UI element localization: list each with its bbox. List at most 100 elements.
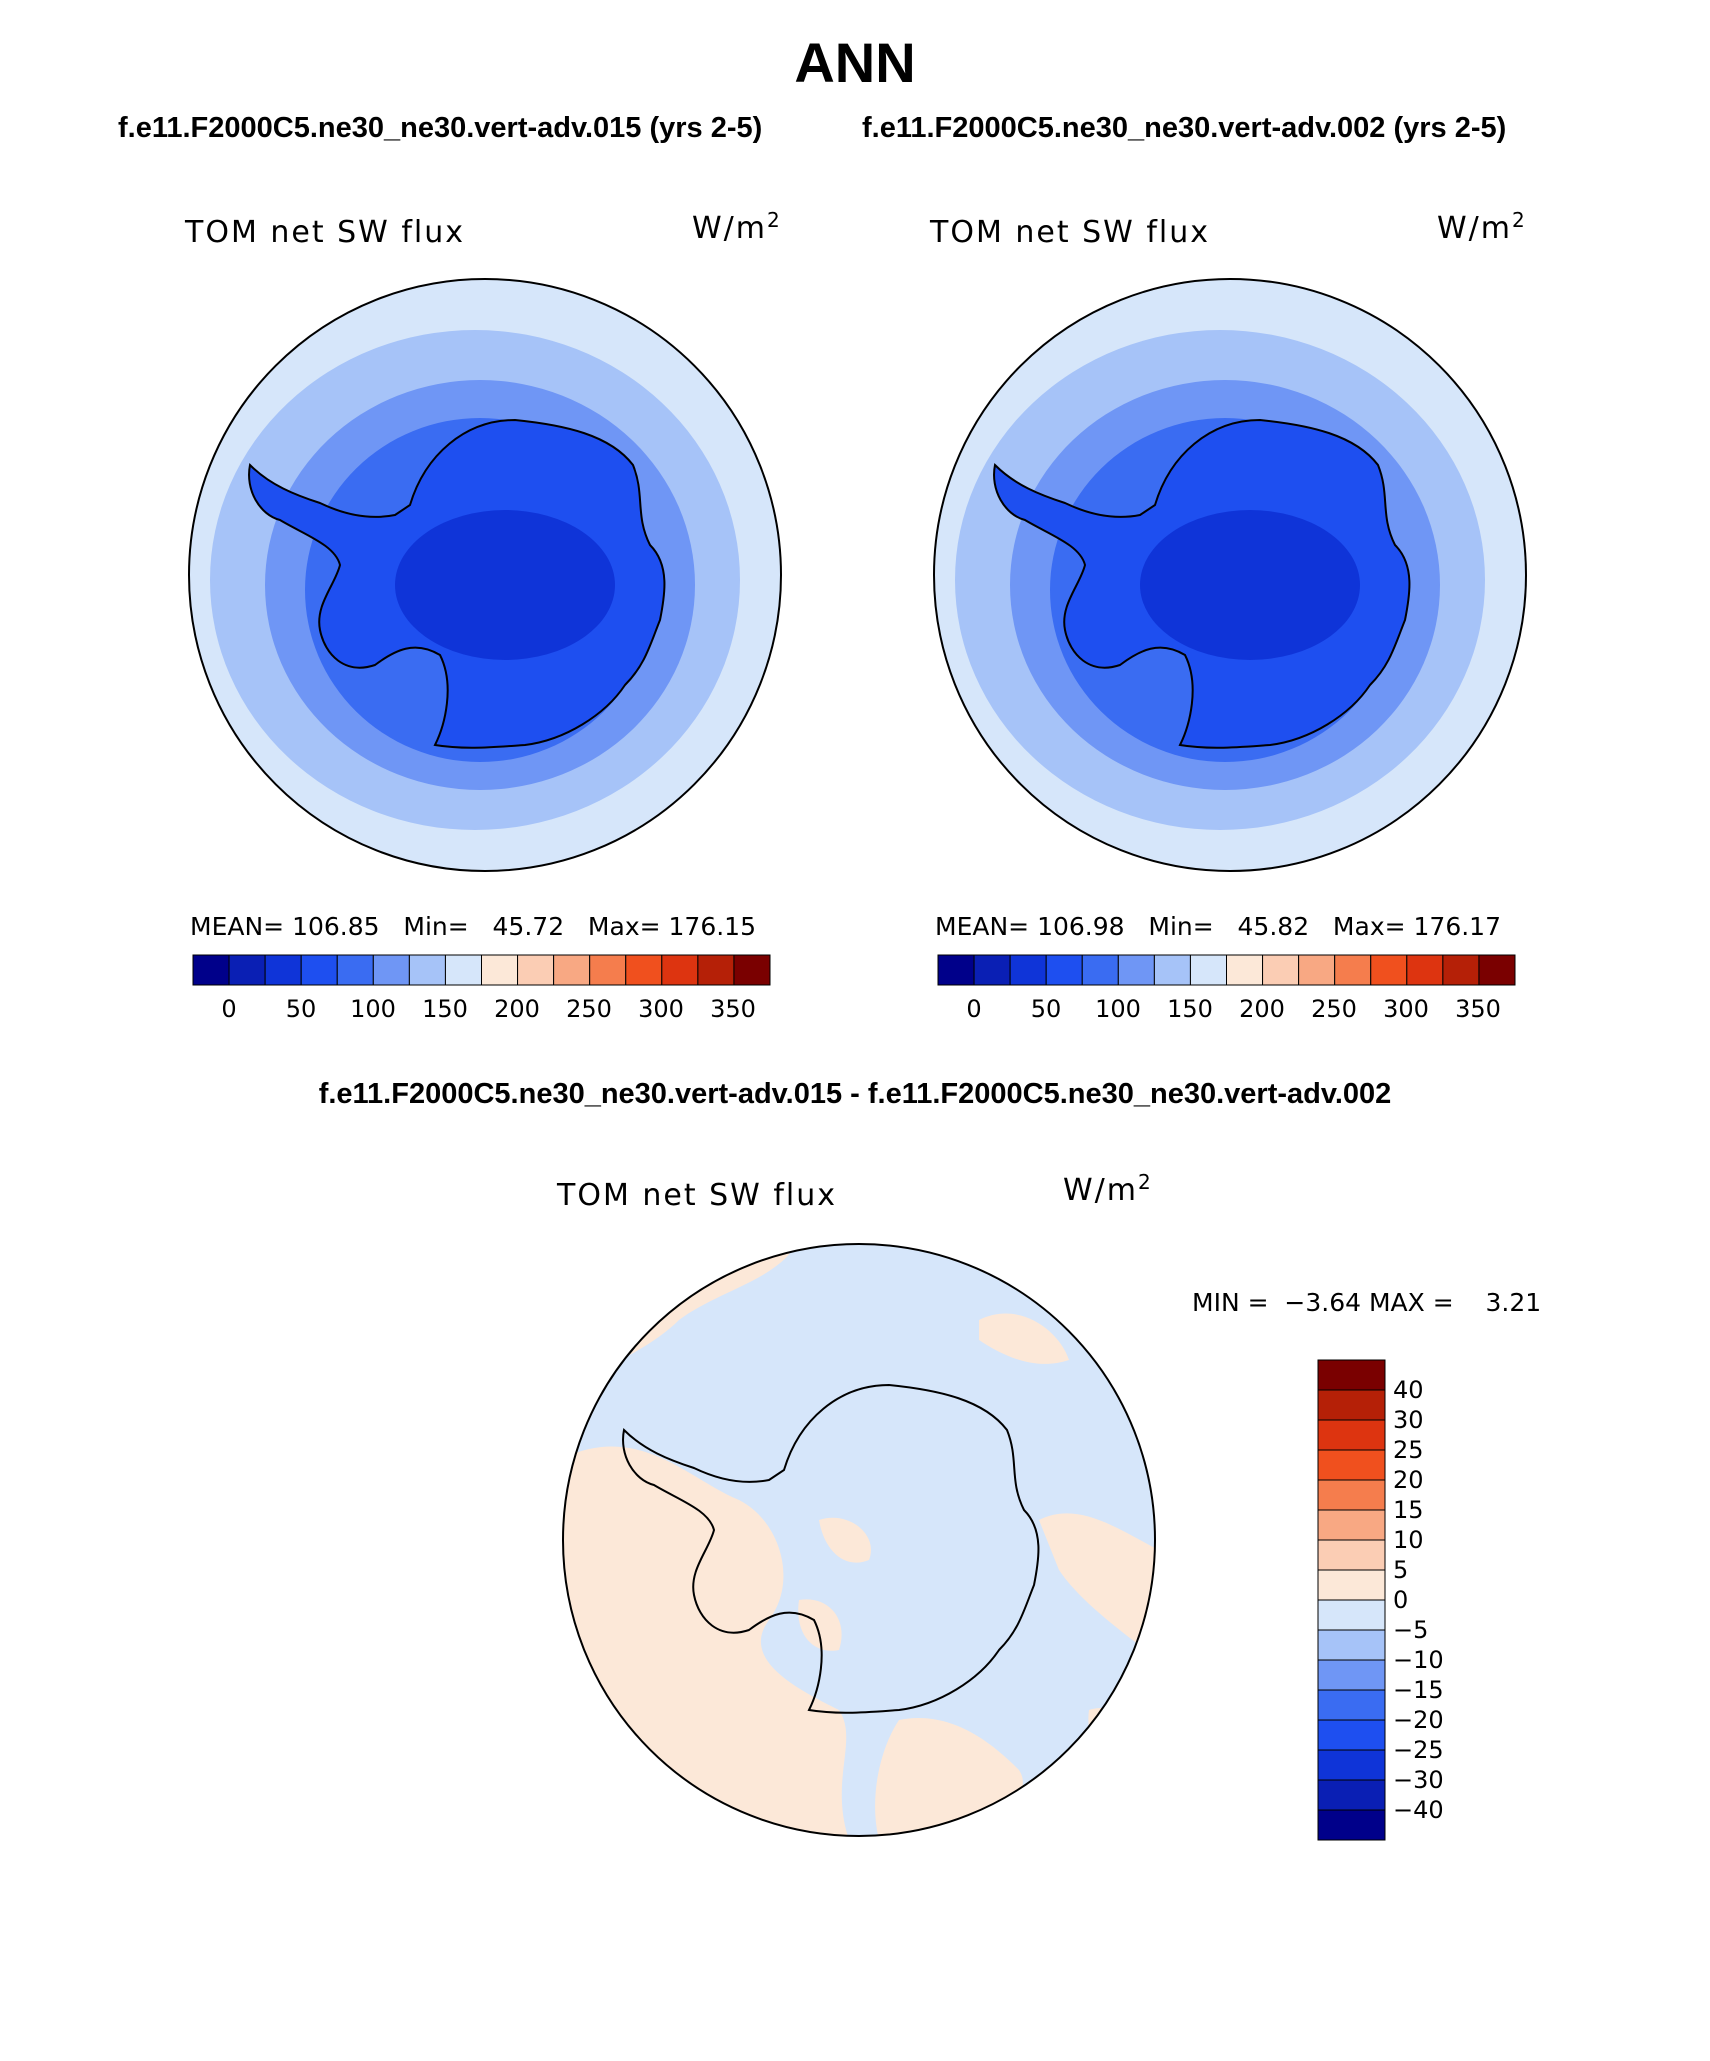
diff-colorbar-ticks: 40 30 25 20 15 10 5 0 −5 −10 −15 −20 −25… [1393, 1360, 1493, 1840]
colorbar-swatch [1317, 1809, 1386, 1841]
colorbar-tick: 15 [1393, 1496, 1424, 1524]
diff-map [562, 1243, 1156, 1837]
colorbar-swatch [1081, 954, 1119, 986]
diff-variable-label: TOM net SW flux [557, 1178, 838, 1213]
colorbar-swatch [481, 954, 519, 986]
colorbar-swatch [1317, 1449, 1386, 1481]
panel-2-colorbar [937, 954, 1516, 986]
colorbar-swatch [1045, 954, 1083, 986]
colorbar-swatch [1317, 1389, 1386, 1421]
colorbar-swatch [1262, 954, 1300, 986]
colorbar-swatch [1317, 1569, 1386, 1601]
colorbar-tick: −20 [1393, 1706, 1444, 1734]
colorbar-tick: 150 [422, 995, 468, 1023]
panel-2-colorbar-ticks: 0 50 100 150 200 250 300 350 [938, 995, 1515, 1025]
colorbar-swatch [973, 954, 1011, 986]
colorbar-swatch [733, 954, 771, 986]
colorbar-swatch [228, 954, 266, 986]
panel-2-subtitle: f.e11.F2000C5.ne30_ne30.vert-adv.002 (yr… [862, 112, 1507, 144]
colorbar-swatch [1153, 954, 1191, 986]
colorbar-swatch [1317, 1749, 1386, 1781]
colorbar-swatch [1226, 954, 1264, 986]
colorbar-swatch [1317, 1509, 1386, 1541]
colorbar-swatch [1317, 1359, 1386, 1391]
colorbar-tick: 250 [1311, 995, 1357, 1023]
colorbar-swatch [1317, 1719, 1386, 1751]
panel-1-map [188, 278, 782, 872]
colorbar-swatch [625, 954, 663, 986]
colorbar-swatch [1406, 954, 1444, 986]
colorbar-tick: 150 [1167, 995, 1213, 1023]
diff-units: W/m2 [1063, 1170, 1153, 1208]
colorbar-swatch [1189, 954, 1227, 986]
colorbar-swatch [517, 954, 555, 986]
panel-1-colorbar [192, 954, 771, 986]
colorbar-swatch [336, 954, 374, 986]
colorbar-tick: 250 [566, 995, 612, 1023]
colorbar-tick: 20 [1393, 1466, 1424, 1494]
colorbar-swatch [937, 954, 975, 986]
panel-1-subtitle: f.e11.F2000C5.ne30_ne30.vert-adv.015 (yr… [118, 112, 763, 144]
panel-1-units: W/m2 [692, 208, 782, 246]
colorbar-tick: 300 [1383, 995, 1429, 1023]
colorbar-swatch [1317, 1629, 1386, 1661]
colorbar-swatch [697, 954, 735, 986]
colorbar-swatch [192, 954, 230, 986]
colorbar-swatch [661, 954, 699, 986]
colorbar-swatch [1298, 954, 1336, 986]
colorbar-swatch [1317, 1419, 1386, 1451]
colorbar-swatch [1117, 954, 1155, 986]
colorbar-tick: −30 [1393, 1766, 1444, 1794]
colorbar-tick: −40 [1393, 1796, 1444, 1824]
colorbar-swatch [1317, 1659, 1386, 1691]
diff-subtitle: f.e11.F2000C5.ne30_ne30.vert-adv.015 - f… [318, 1078, 1392, 1110]
colorbar-swatch [444, 954, 482, 986]
colorbar-tick: 50 [285, 995, 317, 1023]
colorbar-tick: −25 [1393, 1736, 1444, 1764]
colorbar-swatch [1317, 1599, 1386, 1631]
colorbar-tick: 200 [494, 995, 540, 1023]
colorbar-tick: 100 [1095, 995, 1141, 1023]
colorbar-tick: −15 [1393, 1676, 1444, 1704]
colorbar-tick: 300 [638, 995, 684, 1023]
colorbar-swatch [1442, 954, 1480, 986]
colorbar-tick: 30 [1393, 1406, 1424, 1434]
colorbar-swatch [408, 954, 446, 986]
colorbar-swatch [1478, 954, 1516, 986]
colorbar-tick: −5 [1393, 1616, 1429, 1644]
panel-2-units: W/m2 [1437, 208, 1527, 246]
diff-stats: MIN = −3.64 MAX = 3.21 [1192, 1288, 1542, 1317]
colorbar-swatch [1009, 954, 1047, 986]
colorbar-tick: 350 [1455, 995, 1501, 1023]
panel-2-variable-label: TOM net SW flux [930, 215, 1211, 250]
colorbar-tick: 50 [1030, 995, 1062, 1023]
colorbar-swatch [264, 954, 302, 986]
colorbar-tick: 0 [221, 995, 237, 1023]
colorbar-tick: 100 [350, 995, 396, 1023]
colorbar-tick: 10 [1393, 1526, 1424, 1554]
colorbar-tick: −10 [1393, 1646, 1444, 1674]
colorbar-swatch [589, 954, 627, 986]
colorbar-swatch [1334, 954, 1372, 986]
diff-colorbar [1317, 1359, 1386, 1841]
colorbar-tick: 0 [966, 995, 982, 1023]
colorbar-swatch [553, 954, 591, 986]
page-title: ANN [794, 31, 916, 94]
panel-2-stats: MEAN= 106.98 Min= 45.82 Max= 176.17 [935, 912, 1501, 941]
colorbar-tick: 0 [1393, 1586, 1409, 1614]
colorbar-tick: 40 [1393, 1376, 1424, 1404]
colorbar-swatch [1370, 954, 1408, 986]
colorbar-tick: 200 [1239, 995, 1285, 1023]
panel-1-variable-label: TOM net SW flux [185, 215, 466, 250]
colorbar-swatch [372, 954, 410, 986]
panel-1-colorbar-ticks: 0 50 100 150 200 250 300 350 [193, 995, 770, 1025]
colorbar-swatch [1317, 1539, 1386, 1571]
colorbar-swatch [1317, 1779, 1386, 1811]
colorbar-tick: 5 [1393, 1556, 1409, 1584]
panel-1-stats: MEAN= 106.85 Min= 45.72 Max= 176.15 [190, 912, 756, 941]
panel-2-map [933, 278, 1527, 872]
colorbar-swatch [300, 954, 338, 986]
colorbar-tick: 25 [1393, 1436, 1424, 1464]
colorbar-swatch [1317, 1689, 1386, 1721]
colorbar-swatch [1317, 1479, 1386, 1511]
